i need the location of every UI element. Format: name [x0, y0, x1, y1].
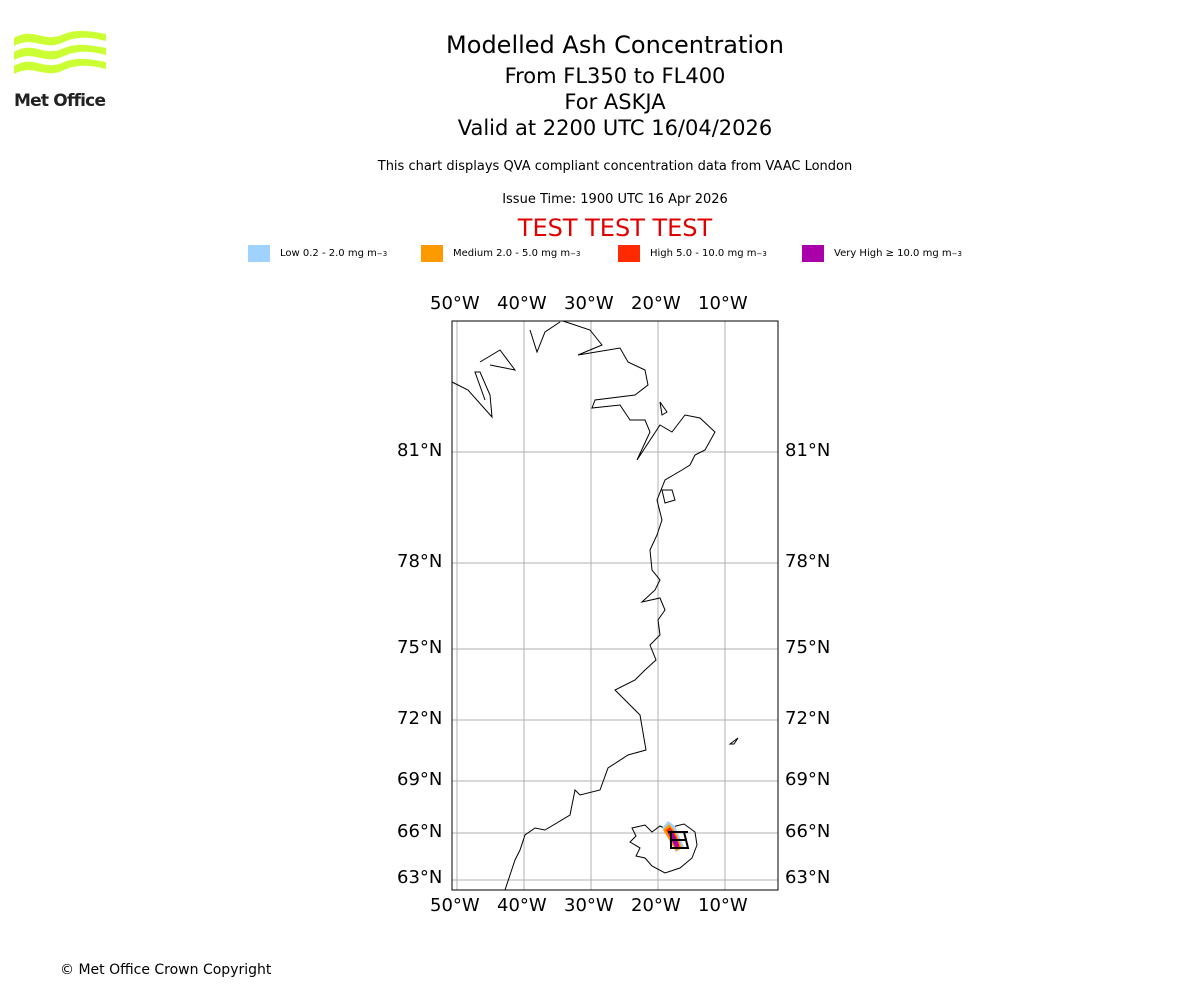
lon-label: 30°W — [564, 293, 614, 314]
copyright: © Met Office Crown Copyright — [60, 962, 272, 978]
lat-label: 66°N — [785, 821, 831, 842]
valid-time: Valid at 2200 UTC 16/04/2026 — [457, 116, 773, 140]
lat-label: 69°N — [397, 769, 443, 790]
met-office-logo — [14, 30, 106, 74]
lon-label: 10°W — [698, 895, 748, 916]
legend-item-low: Low 0.2 - 2.0 mg m −3 — [248, 245, 387, 262]
logo-text: Met Office — [14, 91, 106, 111]
chart-title: Modelled Ash Concentration — [446, 31, 784, 59]
legend-item-very-high: Very High ≥ 10.0 mg m −3 — [802, 245, 962, 262]
legend-swatch — [618, 245, 640, 262]
lat-label: 63°N — [397, 867, 443, 888]
greenland-coast — [504, 320, 716, 891]
lat-label: 78°N — [785, 551, 831, 572]
lat-label: 78°N — [397, 551, 443, 572]
test-banner: TEST TEST TEST — [517, 214, 713, 242]
subtitle: This chart displays QVA compliant concen… — [377, 159, 853, 174]
legend-swatch — [802, 245, 824, 262]
legend-item-high: High 5.0 - 10.0 mg m −3 — [618, 245, 767, 262]
volcano-name: For ASKJA — [564, 90, 666, 114]
issue-time: Issue Time: 1900 UTC 16 Apr 2026 — [502, 192, 728, 207]
lon-label: 20°W — [631, 895, 681, 916]
lat-label: 63°N — [785, 867, 831, 888]
lon-label: 10°W — [698, 293, 748, 314]
legend-label: Medium 2.0 - 5.0 mg m — [453, 248, 571, 259]
volcano-marker — [668, 831, 690, 849]
lat-label: 72°N — [397, 708, 443, 729]
greenland-northwest-coast — [451, 321, 561, 419]
legend-label: Low 0.2 - 2.0 mg m — [280, 248, 377, 259]
lon-label: 20°W — [631, 293, 681, 314]
legend-swatch — [248, 245, 270, 262]
lon-label: 40°W — [497, 293, 547, 314]
lat-label: 75°N — [785, 637, 831, 658]
legend-sup: −3 — [570, 249, 581, 258]
lon-label: 30°W — [564, 895, 614, 916]
lat-label: 81°N — [785, 440, 831, 461]
lat-label: 75°N — [397, 637, 443, 658]
lat-label: 66°N — [397, 821, 443, 842]
coastlines — [451, 320, 739, 891]
lon-label: 50°W — [430, 293, 480, 314]
lat-label: 72°N — [785, 708, 831, 729]
island — [661, 489, 676, 504]
legend-label: Very High ≥ 10.0 mg m — [834, 248, 952, 259]
island — [728, 737, 739, 745]
gridlines — [452, 321, 778, 890]
iceland-coast — [629, 823, 698, 874]
island — [659, 401, 668, 416]
legend-label: High 5.0 - 10.0 mg m — [650, 248, 757, 259]
legend-sup: −3 — [376, 249, 388, 258]
lat-label: 69°N — [785, 769, 831, 790]
lon-label: 50°W — [430, 895, 480, 916]
lon-label: 40°W — [497, 895, 547, 916]
legend-sup: −3 — [756, 249, 767, 258]
lat-label: 81°N — [397, 440, 443, 461]
legend-item-medium: Medium 2.0 - 5.0 mg m −3 — [421, 245, 580, 262]
flight-levels: From FL350 to FL400 — [504, 64, 726, 88]
map-frame — [451, 320, 779, 891]
legend-swatch — [421, 245, 443, 262]
legend-sup: −3 — [951, 249, 962, 258]
